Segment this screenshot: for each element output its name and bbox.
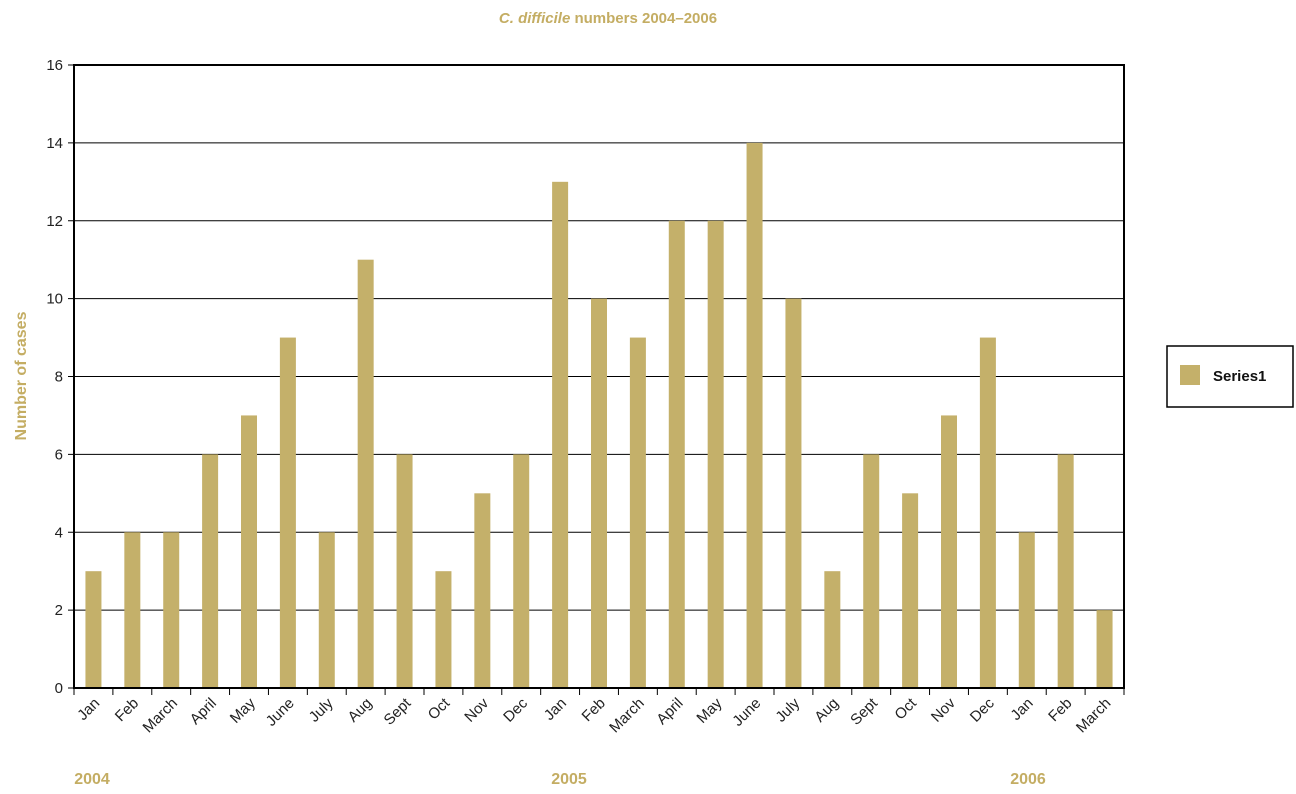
bar <box>85 571 102 688</box>
chart-title-rest: numbers 2004–2006 <box>570 10 717 27</box>
bar <box>863 454 880 688</box>
bar <box>513 454 530 688</box>
x-tick-label: Feb <box>112 695 142 725</box>
bar <box>746 142 763 688</box>
axis-ticks <box>68 64 1125 695</box>
bar <box>124 532 141 688</box>
x-tick-label: March <box>606 695 647 736</box>
year-label: 2005 <box>551 771 587 788</box>
x-tick-label: March <box>140 695 181 736</box>
bar <box>163 532 180 688</box>
y-tick-label: 2 <box>55 602 63 619</box>
x-tick-label: Dec <box>500 694 531 725</box>
y-tick-label: 10 <box>46 291 63 308</box>
y-tick-label: 6 <box>55 446 63 463</box>
x-tick-label: Nov <box>928 694 959 725</box>
legend-label: Series1 <box>1213 368 1266 385</box>
bar <box>202 454 219 688</box>
bars <box>85 142 1113 688</box>
bar <box>357 259 374 688</box>
x-tick-label: Nov <box>461 694 492 725</box>
bar <box>1018 532 1035 688</box>
bar <box>824 571 841 688</box>
bar <box>707 220 724 688</box>
y-tick-label: 12 <box>46 213 63 230</box>
x-tick-label: July <box>772 694 803 725</box>
chart-title-italic: C. difficile <box>499 10 570 27</box>
y-tick-label: 0 <box>55 680 63 697</box>
bar <box>552 181 569 688</box>
x-tick-label: Sept <box>381 694 415 728</box>
x-tick-label: Feb <box>579 695 609 725</box>
x-tick-label: Feb <box>1045 695 1075 725</box>
x-tick-label: Jan <box>74 695 103 724</box>
x-tick-label: Aug <box>811 695 842 726</box>
x-tick-label: Oct <box>425 694 454 723</box>
bar <box>629 337 646 688</box>
y-tick-labels: 0 2 4 6 8 10 12 14 16 <box>46 57 63 697</box>
x-tick-label: June <box>729 695 764 730</box>
y-tick-label: 4 <box>55 524 63 541</box>
year-label: 2004 <box>74 771 110 788</box>
x-tick-label: Jan <box>1007 695 1036 724</box>
bar <box>979 337 996 688</box>
legend: Series1 <box>1166 345 1294 408</box>
year-labels: 2004 2005 2006 <box>74 771 1046 788</box>
bar <box>279 337 296 688</box>
x-tick-label: April <box>187 695 220 728</box>
x-tick-label: May <box>693 694 725 726</box>
bar <box>668 220 685 688</box>
x-tick-label: Dec <box>967 694 998 725</box>
y-tick-label: 16 <box>46 57 63 74</box>
x-tick-label: Oct <box>891 694 920 723</box>
y-tick-label: 8 <box>55 369 63 386</box>
bar <box>474 493 491 688</box>
x-tick-label: March <box>1073 695 1114 736</box>
x-tick-label: Jan <box>541 695 570 724</box>
bar <box>241 415 257 688</box>
x-tick-label: July <box>306 694 337 725</box>
bar <box>396 454 413 688</box>
chart-title: C. difficile numbers 2004–2006 <box>499 10 717 27</box>
y-axis-label: Number of cases <box>13 311 30 440</box>
year-label: 2006 <box>1010 771 1046 788</box>
bar <box>785 298 802 688</box>
legend-swatch <box>1180 365 1200 385</box>
x-tick-label: Aug <box>345 695 376 726</box>
y-tick-label: 14 <box>46 135 63 152</box>
bar <box>591 298 607 688</box>
bar <box>902 493 919 688</box>
bar <box>1096 610 1113 688</box>
x-tick-label: June <box>263 695 298 730</box>
bar <box>318 532 335 688</box>
bar <box>1057 454 1074 688</box>
x-tick-label: May <box>227 694 259 726</box>
bar <box>941 415 957 688</box>
bar <box>435 571 452 688</box>
x-tick-label: April <box>653 695 686 728</box>
x-tick-label: Sept <box>847 694 881 728</box>
